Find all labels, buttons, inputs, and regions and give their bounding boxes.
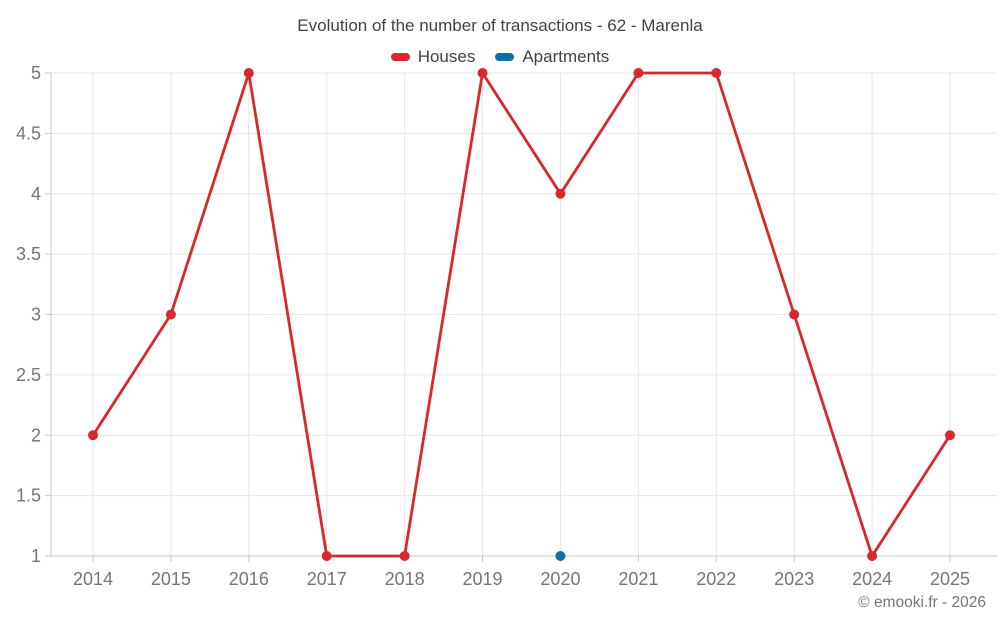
houses-point-2024: [867, 551, 878, 561]
series-houses: [88, 68, 955, 561]
y-tick-labels: 1 1.5 2 2.5 3 3.5 4 4.5 5: [16, 63, 41, 566]
copyright: © emooki.fr - 2026: [858, 594, 986, 611]
apartments-point-2020: [555, 551, 566, 561]
x-tick-label: 2022: [696, 569, 736, 589]
axes: [45, 73, 997, 557]
x-gridlines: [92, 73, 951, 562]
x-tick-label: 2024: [852, 569, 892, 589]
y-tick-label: 1.5: [16, 486, 41, 506]
x-tick-label: 2015: [151, 569, 191, 589]
houses-line: [91, 69, 952, 560]
x-tick-labels: 2014 2015 2016 2017 2018 2019 2020 2021 2022 2023…: [73, 569, 970, 589]
y-gridlines: [45, 72, 997, 557]
x-tick-label: 2025: [930, 569, 970, 589]
houses-point-2020: [555, 188, 566, 199]
houses-point-2023: [789, 309, 800, 320]
apartments-legend-swatch-icon: [495, 53, 515, 61]
x-tick-label: 2021: [618, 569, 658, 589]
houses-point-2019: [477, 68, 488, 78]
y-tick-label: 2: [31, 425, 41, 445]
x-tick-label: 2014: [73, 569, 113, 589]
houses-point-2025: [945, 430, 955, 441]
chart-title: Evolution of the number of transactions …: [297, 16, 703, 35]
x-tick-label: 2016: [229, 569, 269, 589]
y-tick-label: 4: [31, 184, 41, 204]
x-tick-label: 2023: [774, 569, 814, 589]
houses-point-2022: [711, 68, 722, 78]
houses-point-2016: [243, 68, 254, 78]
x-tick-label: 2019: [463, 569, 503, 589]
x-tick-label: 2017: [307, 569, 347, 589]
houses-legend-swatch-icon: [390, 53, 410, 61]
houses-point-2018: [399, 551, 410, 561]
y-tick-label: 2.5: [16, 365, 41, 385]
y-tick-label: 4.5: [16, 123, 41, 143]
y-tick-label: 3.5: [16, 244, 41, 264]
houses-point-2014: [88, 430, 98, 441]
series-apartments: [555, 551, 566, 561]
y-tick-label: 1: [31, 546, 41, 566]
legend-label-apartments: Apartments: [522, 47, 610, 66]
legend: Houses Apartments: [0, 46, 1000, 68]
houses-point-2021: [633, 68, 644, 78]
houses-point-2015: [165, 309, 176, 320]
y-tick-label: 3: [31, 305, 41, 325]
legend-item-houses: Houses: [390, 47, 476, 67]
legend-item-apartments: Apartments: [495, 47, 609, 67]
legend-label-houses: Houses: [417, 47, 476, 66]
x-tick-label: 2020: [540, 569, 580, 589]
y-tick-label: 5: [31, 63, 41, 83]
x-tick-label: 2018: [385, 569, 425, 589]
houses-point-2017: [321, 551, 332, 561]
